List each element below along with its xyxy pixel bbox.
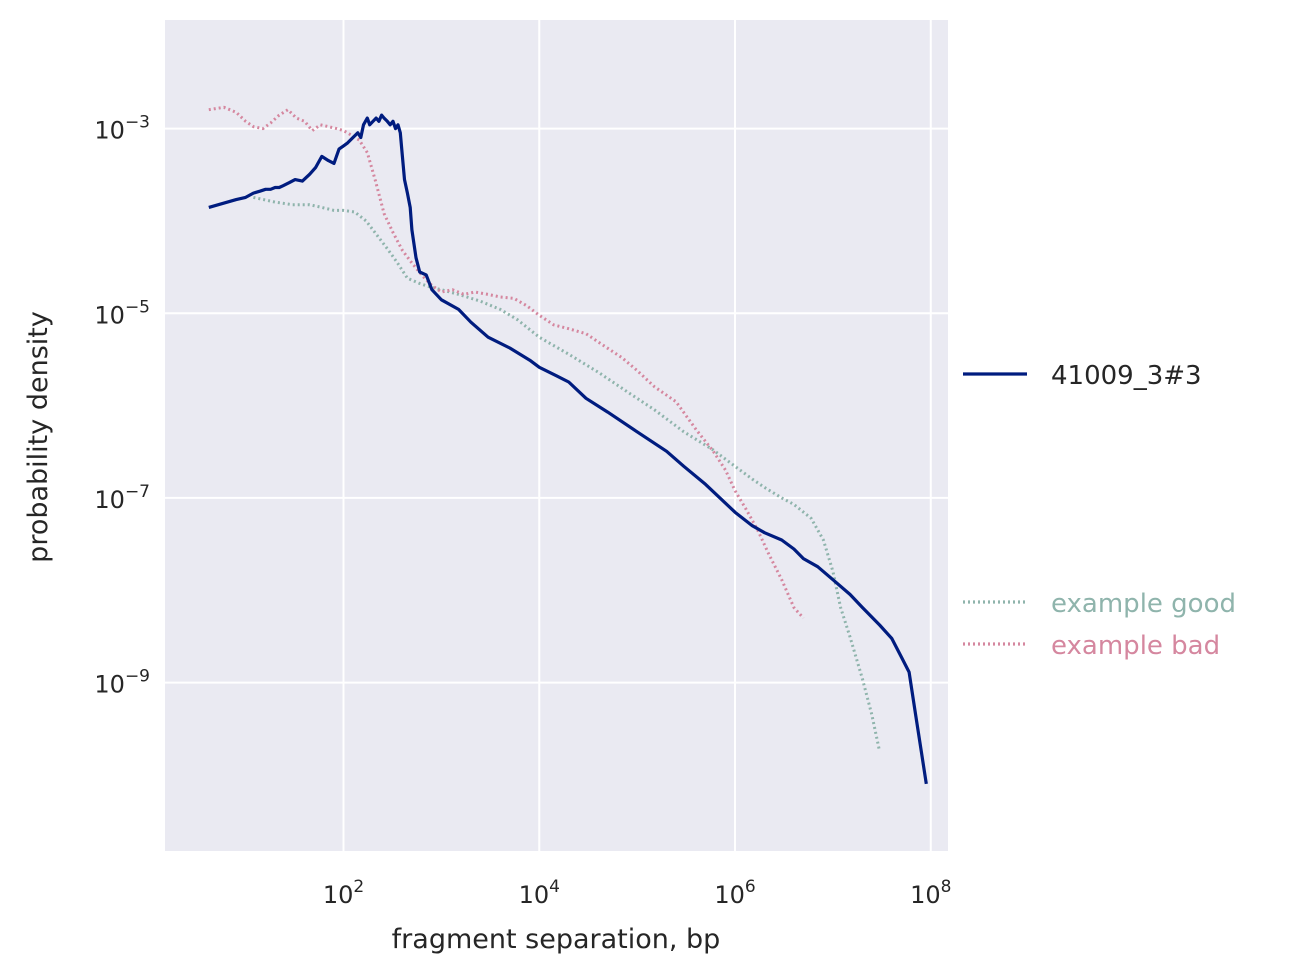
x-tick-label-2: 106: [714, 877, 755, 909]
grid: [165, 20, 948, 851]
legend-label-41009: 41009_3#3: [1051, 361, 1202, 391]
y-tick-label-3: 10−9: [94, 667, 150, 699]
y-tick-labels: 10−3 10−5 10−7 10−9: [94, 113, 150, 699]
x-tick-label-0: 102: [323, 877, 364, 909]
y-tick-label-1: 10−5: [94, 297, 150, 329]
series-layer: [208, 105, 928, 785]
series-line-41009-3-3: [208, 113, 928, 785]
y-tick-label-0: 10−3: [94, 113, 150, 145]
x-tick-label-3: 108: [910, 877, 951, 909]
x-tick-label-1: 104: [519, 877, 560, 909]
x-axis-label: fragment separation, bp: [392, 924, 721, 955]
series-line-example-bad: [208, 105, 805, 620]
plot-background: [165, 20, 948, 851]
legend-label-example-good: example good: [1051, 589, 1236, 619]
legend: 41009_3#3 example good example bad: [963, 361, 1236, 661]
x-tick-labels: 102 104 106 108: [323, 877, 952, 909]
y-axis-label: probability density: [23, 311, 54, 563]
y-tick-label-2: 10−7: [94, 482, 150, 514]
series-line-example-good: [253, 195, 882, 752]
legend-label-example-bad: example bad: [1051, 631, 1220, 661]
